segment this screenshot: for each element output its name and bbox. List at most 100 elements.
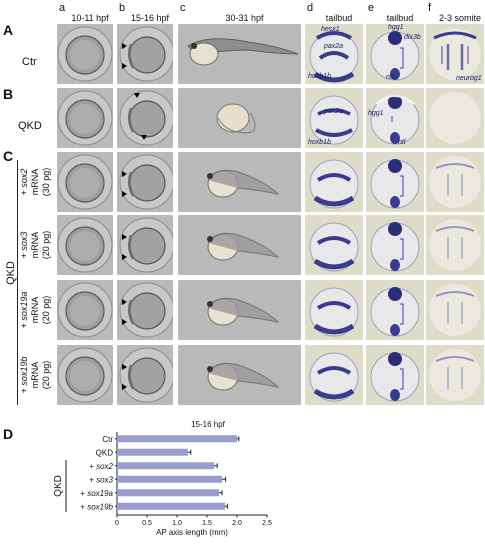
panel-d-sox3 <box>305 215 363 275</box>
rescue-plus: + <box>19 320 29 329</box>
panel-f-sox19a <box>426 280 484 340</box>
category-label-1: QKD <box>96 448 114 457</box>
column-letter-c: c <box>180 2 186 14</box>
panel-c-qkd <box>178 88 301 148</box>
panel-a-ctr <box>57 24 113 84</box>
column-header-a: 10-11 hpf <box>71 13 109 23</box>
category-label-5: + sox19b <box>80 502 113 511</box>
panel-d-sox2 <box>305 152 363 212</box>
panel-d-sox19b <box>305 345 363 405</box>
column-header-b: 15-16 hpf <box>130 13 170 23</box>
rescue-gene: sox2 <box>19 168 29 188</box>
column-header-f: 2-3 somite <box>438 13 482 23</box>
rescue-plus: + <box>19 187 29 196</box>
category-label-3: + sox3 <box>89 475 113 484</box>
column-header-c: 30-31 hpf <box>225 13 264 23</box>
rescue-label-2: + sox19a mRNA (20 pg) <box>19 280 55 340</box>
panel-c-sox19a <box>178 280 301 340</box>
gene-label-ntl: ntl <box>386 74 394 81</box>
rescue-label-1: + sox3 mRNA (20 pg) <box>19 215 55 275</box>
x-axis-label: AP axis length (mm) <box>156 528 228 537</box>
bar-1 <box>117 448 188 456</box>
panel-a-sox19b <box>57 345 113 405</box>
panel-f-qkd <box>426 88 484 148</box>
group-label-qkd: QKD <box>5 261 17 285</box>
panel-f-sox19b <box>426 345 484 405</box>
rescue-mrna: mRNA <box>30 296 40 324</box>
panel-f-sox3 <box>426 215 484 275</box>
rescue-label-0: + sox2 mRNA (30 pg) <box>19 152 55 212</box>
category-label-0: Ctr <box>102 435 113 444</box>
panel-a-sox19a <box>57 280 113 340</box>
row-letter-C: C <box>3 148 14 164</box>
column-letter-b: b <box>119 2 126 14</box>
panel-a-sox2 <box>57 152 113 212</box>
panel-e-ctr: hgg1 dlx3b ntl <box>366 24 424 84</box>
rescue-gene: sox3 <box>19 231 29 251</box>
panel-d-qkd: pax2a hoxb1b <box>305 88 363 148</box>
rescue-gene: sox19a <box>19 291 29 321</box>
panel-e-qkd: hgg1 ntl <box>366 88 424 148</box>
rescue-plus: + <box>19 385 29 394</box>
panel-e-sox2 <box>366 152 424 212</box>
gene-label-ntl-qkd: ntl <box>398 139 406 146</box>
x-tick-label-4: 2.0 <box>232 520 242 527</box>
row-letter-A: A <box>3 22 14 38</box>
bar-3 <box>117 475 222 483</box>
column-letter-f: f <box>428 2 432 14</box>
rescue-dose: (20 pg) <box>41 230 51 260</box>
bar-0 <box>117 435 237 443</box>
bar-5 <box>117 502 225 510</box>
column-letter-a: a <box>59 2 66 14</box>
gene-label-pax2a-qkd: pax2a <box>324 108 344 115</box>
rescue-mrna: mRNA <box>30 361 40 389</box>
rescue-mrna: mRNA <box>30 231 40 259</box>
rescue-plus: + <box>19 250 29 259</box>
panel-c-ctr <box>178 24 301 84</box>
panel-f-sox2 <box>426 152 484 212</box>
category-label-2: + sox2 <box>89 462 113 471</box>
gene-label-dlx3b: dlx3b <box>404 34 421 41</box>
x-tick-label-1: 0.5 <box>142 520 152 527</box>
gene-label-hesx1: hesx1 <box>321 26 340 33</box>
x-tick-label-3: 1.5 <box>202 520 212 527</box>
rescue-dose: (20 pg) <box>41 295 51 325</box>
bar-4 <box>117 489 219 497</box>
panel-b-sox3 <box>117 215 173 275</box>
panel-letter-D: D <box>3 426 14 442</box>
panel-e-sox19b <box>366 345 424 405</box>
row-label-qkd: QKD <box>18 120 42 132</box>
chart-title: 15-16 hpf <box>191 420 225 429</box>
panel-d-sox19a <box>305 280 363 340</box>
gene-label-hoxb1b-qkd: hoxb1b <box>308 139 331 146</box>
x-tick-label-0: 0 <box>115 520 119 527</box>
rescue-dose: (20 pg) <box>41 360 51 390</box>
panel-f-ctr: neurog1 <box>426 24 484 84</box>
panel-b-ctr <box>117 24 173 84</box>
qkd-group-label: QKD <box>53 475 64 497</box>
gene-label-neurog1: neurog1 <box>456 75 482 82</box>
panel-c-sox2 <box>178 152 301 212</box>
column-header-e: tailbud <box>386 13 414 23</box>
panel-e-sox19a <box>366 280 424 340</box>
rescue-label-3: + sox19b mRNA (20 pg) <box>19 345 55 405</box>
gene-label-hgg1-qkd: hgg1 <box>368 110 384 117</box>
bar-chart: Ctr QKD + sox2 + sox3 + sox19a + sox19b 0 0.5 1.… <box>53 432 272 537</box>
panel-e-sox3 <box>366 215 424 275</box>
category-label-4: + sox19a <box>80 489 113 498</box>
panel-c-sox19b <box>178 345 301 405</box>
rescue-mrna: mRNA <box>30 168 40 196</box>
x-tick-label-2: 1.0 <box>172 520 182 527</box>
panel-b-sox19a <box>117 280 173 340</box>
panel-b-sox2 <box>117 152 173 212</box>
panel-d-ctr: hesx1 pax2a hoxb1b <box>305 24 363 84</box>
group-bracket-line <box>17 160 18 405</box>
column-letter-e: e <box>368 2 375 14</box>
rescue-dose: (30 pg) <box>41 167 51 197</box>
panel-a-sox3 <box>57 215 113 275</box>
row-label-ctr: Ctr <box>22 56 37 68</box>
gene-label-hgg1: hgg1 <box>388 24 404 31</box>
x-tick-label-5: 2.5 <box>262 520 272 527</box>
panel-b-qkd <box>117 88 173 148</box>
panel-a-qkd <box>57 88 113 148</box>
